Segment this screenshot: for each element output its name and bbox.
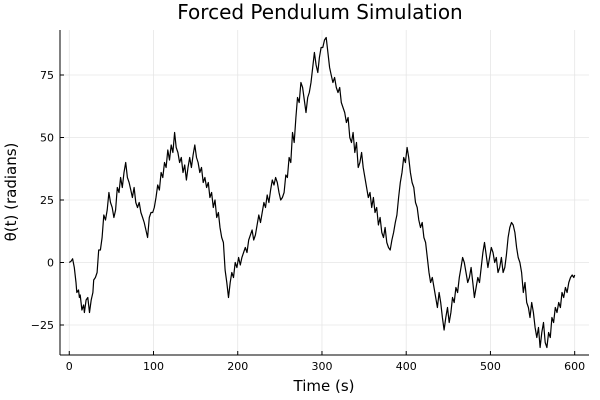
x-tick-label: 0 [66,360,73,373]
axis-ticks: 0 100 200 300 400 500 600 −25 0 25 50 75 [31,69,585,373]
x-tick-label: 600 [564,360,585,373]
x-tick-label: 200 [227,360,248,373]
y-axis-title: θ(t) (radians) [2,143,20,242]
x-axis-title: Time (s) [293,377,355,395]
y-tick-label: 50 [40,132,54,145]
y-tick-label: −25 [31,319,54,332]
y-tick-label: 75 [40,69,54,82]
y-tick-label: 25 [40,194,54,207]
grid-lines [60,30,589,355]
x-tick-label: 500 [480,360,501,373]
x-tick-label: 300 [311,360,332,373]
y-tick-label: 0 [47,257,54,270]
chart-title: Forced Pendulum Simulation [177,0,462,24]
x-tick-label: 100 [143,360,164,373]
x-tick-label: 400 [396,360,417,373]
